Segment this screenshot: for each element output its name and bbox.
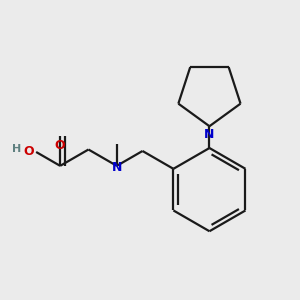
Text: O: O xyxy=(55,139,65,152)
Text: N: N xyxy=(204,128,214,141)
Text: H: H xyxy=(12,144,21,154)
Text: O: O xyxy=(23,146,34,158)
Text: N: N xyxy=(112,161,122,174)
